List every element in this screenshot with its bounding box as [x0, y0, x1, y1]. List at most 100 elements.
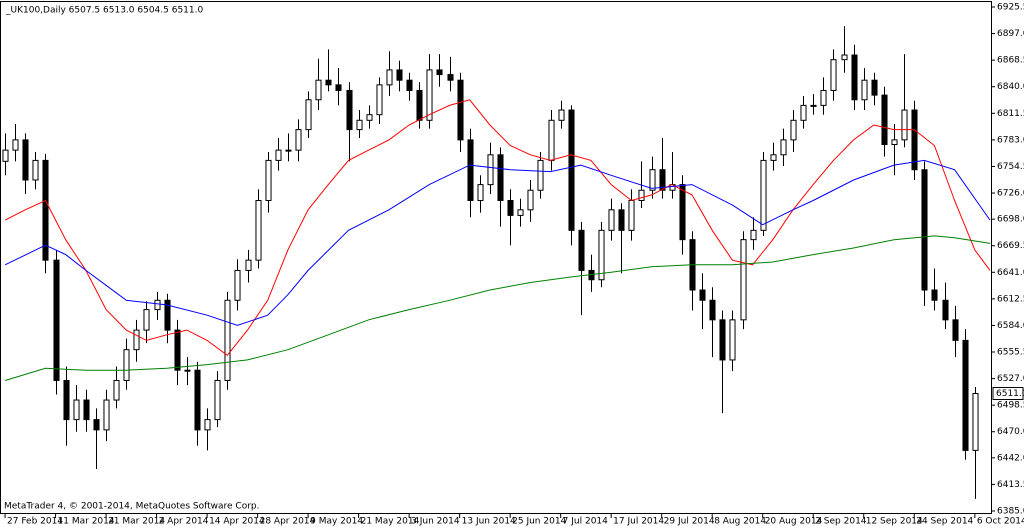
candle-body	[810, 104, 817, 107]
candle-body	[426, 69, 433, 121]
x-tick-label: 20 Aug 2014	[765, 517, 823, 527]
candle-body	[2, 149, 9, 162]
y-tick-label: 6470.0	[997, 427, 1024, 437]
candle-body	[386, 69, 393, 86]
candle-body	[901, 109, 908, 141]
candle-body	[770, 154, 777, 161]
candle-body	[315, 79, 322, 101]
candle-body	[325, 79, 332, 86]
candle-body	[497, 154, 504, 201]
y-tick-label: 6584.0	[997, 321, 1024, 331]
candle-body	[73, 399, 80, 421]
y-tick-label: 6726.0	[997, 189, 1024, 199]
x-tick-label: 2 Sep 2014	[815, 517, 867, 527]
candle-body	[608, 209, 615, 231]
last-price-box	[992, 387, 1024, 401]
x-tick-label: 24 Sep 2014	[916, 517, 973, 527]
candle-body	[275, 149, 282, 161]
candle-body	[447, 74, 454, 81]
y-tick-label: 6783.0	[997, 135, 1024, 145]
candle-body	[477, 184, 484, 201]
candle-body	[346, 89, 353, 131]
candle-body	[851, 54, 858, 101]
candle-body	[22, 139, 29, 181]
moving-average	[4, 235, 991, 381]
y-tick-label: 6897.0	[997, 29, 1024, 39]
y-tick-label: 6868.5	[997, 56, 1024, 66]
x-tick-label: 25 Jun 2014	[512, 517, 566, 527]
candle-body	[12, 139, 19, 151]
candle-body	[921, 169, 928, 291]
candle-body	[891, 139, 898, 146]
candle-body	[598, 229, 605, 281]
candle-body	[931, 289, 938, 301]
candle-body	[649, 169, 656, 191]
candle-body	[396, 69, 403, 81]
candle-body	[719, 319, 726, 361]
candle-body	[295, 129, 302, 151]
x-tick-label: 3 Jun 2014	[411, 517, 460, 527]
x-tick-label: 21 May 2014	[361, 517, 420, 527]
candle-body	[578, 229, 585, 271]
candle-body	[659, 169, 666, 191]
candle-body	[800, 104, 807, 121]
candle-body	[780, 139, 787, 156]
candle-body	[356, 119, 363, 131]
moving-average	[4, 159, 991, 326]
candle-body	[83, 399, 90, 421]
x-tick-label: 14 Apr 2014	[209, 517, 265, 527]
x-tick-label: 13 Jun 2014	[462, 517, 516, 527]
candle-body	[942, 299, 949, 321]
candle-body	[123, 349, 130, 381]
candle-body	[376, 84, 383, 116]
candle-body	[911, 109, 918, 171]
x-tick-label: 2 Apr 2014	[159, 517, 209, 527]
candle-body	[558, 109, 565, 121]
y-tick-label: 6811.5	[997, 109, 1024, 119]
x-tick-label: 7 Jul 2014	[563, 517, 608, 527]
x-tick-label: 9 May 2014	[310, 517, 363, 527]
candle-body	[750, 229, 757, 241]
x-tick-label: 6 Oct 2014	[977, 517, 1024, 527]
candle-body	[952, 319, 959, 341]
candle-body	[103, 399, 110, 431]
candle-body	[628, 199, 635, 231]
candle-body	[457, 79, 464, 141]
candle-body	[305, 99, 312, 131]
x-tick-label: 12 Sep 2014	[866, 517, 923, 527]
candle-body	[790, 119, 797, 141]
candle-body	[467, 139, 474, 201]
candle-body	[366, 114, 373, 121]
candle-body	[487, 154, 494, 186]
candle-body	[740, 239, 747, 321]
x-tick-label: 27 Feb 2014	[7, 517, 63, 527]
candle-body	[537, 159, 544, 191]
candle-body	[861, 79, 868, 101]
candle-body	[133, 329, 140, 351]
candle-body	[972, 393, 979, 451]
x-tick-label: 29 Jul 2014	[664, 517, 715, 527]
candle-body	[841, 54, 848, 61]
candle-body	[709, 299, 716, 321]
candle-body	[164, 299, 171, 331]
candle-body	[699, 289, 706, 301]
candle-body	[507, 199, 514, 216]
candle-body	[53, 259, 60, 381]
candle-body	[568, 109, 575, 231]
candle-body	[234, 269, 241, 301]
last-price-label: 6511.0	[996, 389, 1024, 399]
candle-body	[436, 69, 443, 76]
candle-body	[93, 419, 100, 431]
candle-body	[143, 309, 150, 331]
y-tick-label: 6413.5	[997, 480, 1024, 490]
candle-body	[194, 369, 201, 431]
candle-body	[113, 379, 120, 401]
y-tick-label: 6698.0	[997, 215, 1024, 225]
candle-body	[245, 259, 252, 271]
moving-average	[4, 99, 991, 356]
footer: MetaTrader 4, © 2001-2014, MetaQuotes So…	[4, 502, 260, 512]
candle-body	[830, 59, 837, 91]
y-tick-label: 6754.5	[997, 162, 1024, 172]
candle-body	[820, 89, 827, 106]
